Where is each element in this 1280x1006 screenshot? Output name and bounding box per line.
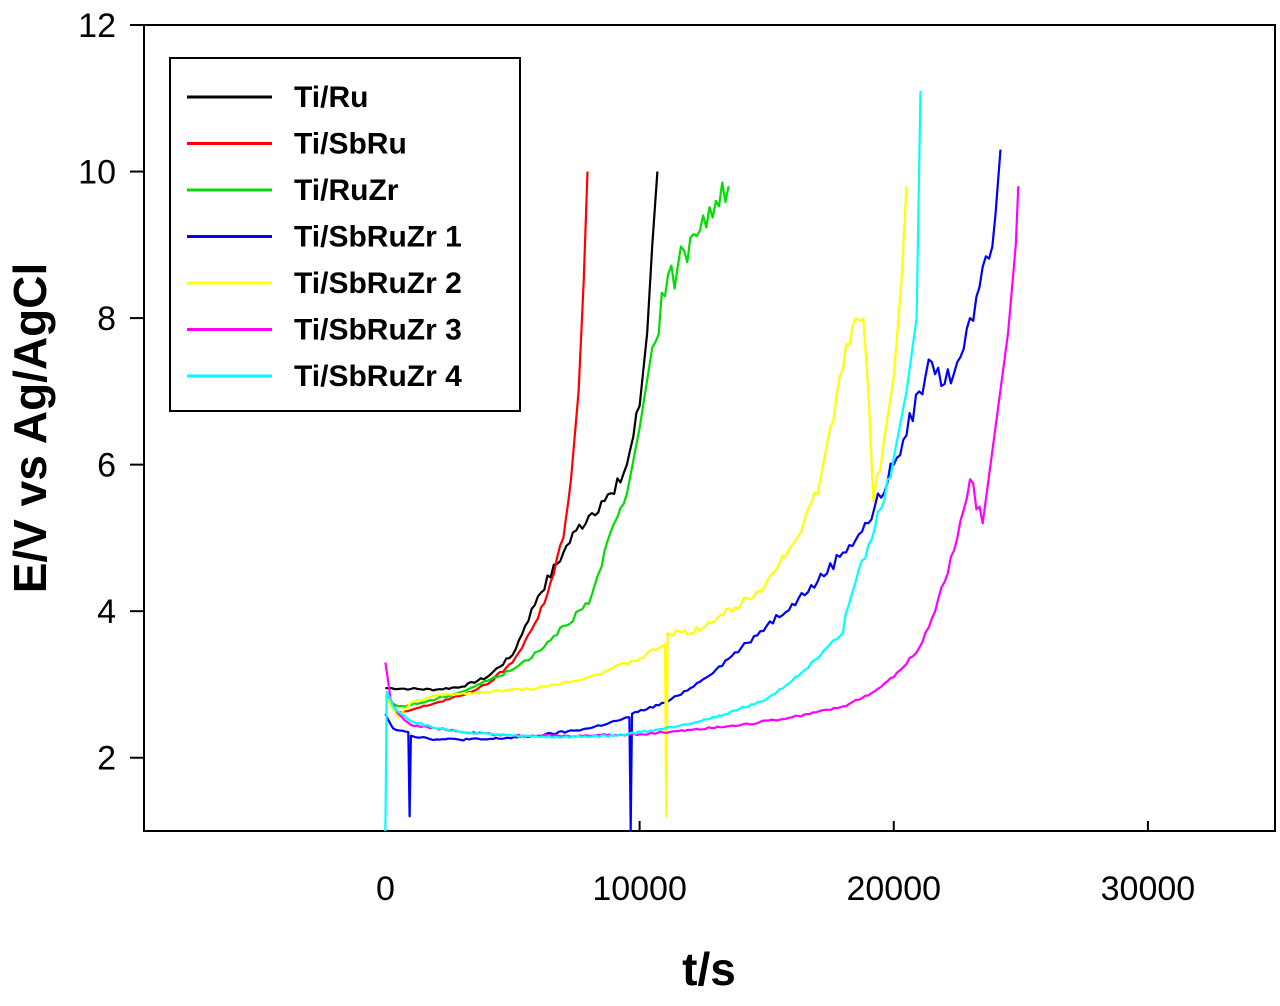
legend: Ti/Ru Ti/SbRu Ti/RuZr Ti/SbRuZr 1 Ti/SbRuZr … [169, 57, 521, 412]
legend-label: Ti/SbRuZr 1 [294, 221, 462, 254]
y-axis-title: E/V vs Ag/AgCl [4, 263, 56, 594]
y-axis: 2 4 6 8 10 12 [78, 7, 144, 778]
x-tick-label: 10000 [592, 870, 687, 908]
legend-label: Ti/SbRuZr 4 [294, 360, 462, 393]
x-tick-label: 30000 [1101, 870, 1196, 908]
series-layer [384, 90, 1020, 833]
y-tick-label: 6 [97, 447, 116, 485]
series-line-7 [384, 90, 922, 832]
legend-label: Ti/Ru [294, 81, 368, 114]
x-tick-label: 0 [376, 870, 395, 908]
series-line-2 [384, 171, 589, 715]
series-line-1 [385, 171, 659, 692]
x-axis: 0 10000 20000 30000 [376, 821, 1195, 908]
legend-box [169, 57, 521, 412]
x-axis-title: t/s [682, 943, 736, 995]
y-tick-label: 2 [97, 740, 116, 778]
y-tick-label: 4 [97, 593, 116, 631]
legend-label: Ti/SbRuZr 2 [294, 267, 462, 300]
legend-label: Ti/RuZr [294, 174, 399, 207]
y-tick-label: 8 [97, 300, 116, 338]
legend-label: Ti/SbRu [294, 128, 407, 161]
plot-frame [143, 24, 1276, 832]
legend-label: Ti/SbRuZr 3 [294, 314, 462, 347]
series-line-5 [384, 186, 908, 818]
series-line-3 [385, 181, 730, 708]
x-tick-label: 20000 [846, 870, 941, 908]
y-tick-label: 12 [78, 7, 116, 45]
y-tick-label: 10 [78, 154, 116, 192]
